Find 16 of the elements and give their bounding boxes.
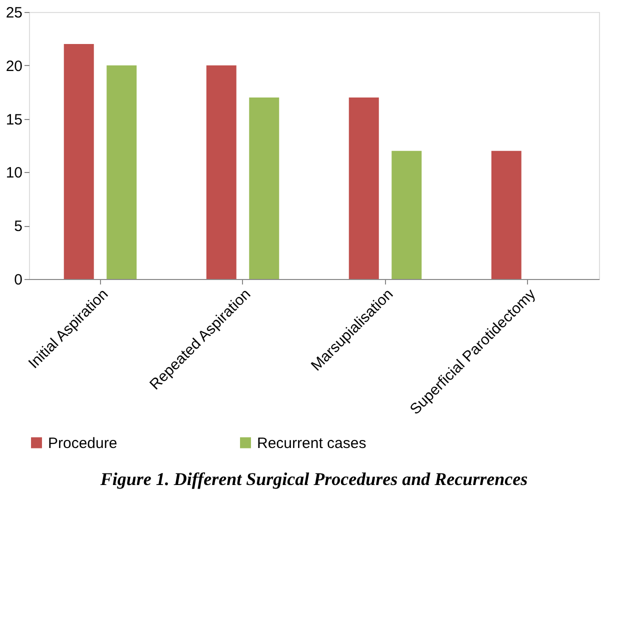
bar bbox=[249, 97, 280, 279]
y-tick-label: 25 bbox=[6, 4, 22, 22]
legend-label: Recurrent cases bbox=[257, 434, 366, 452]
text: Figure 1. Different Surgical Procedures and Recurrences bbox=[99, 469, 528, 489]
bar bbox=[64, 44, 94, 279]
bar bbox=[491, 150, 522, 279]
y-tick-label: 0 bbox=[14, 272, 22, 288]
y-tick-label: 15 bbox=[6, 111, 22, 128]
legend-label: Procedure bbox=[48, 434, 118, 452]
y-tick-label: 10 bbox=[6, 164, 22, 182]
bar bbox=[206, 65, 236, 279]
y-tick-label: 20 bbox=[6, 58, 22, 75]
bar bbox=[348, 97, 379, 279]
bar bbox=[392, 150, 422, 279]
y-tick-label: 5 bbox=[14, 218, 22, 236]
bar bbox=[106, 65, 137, 279]
